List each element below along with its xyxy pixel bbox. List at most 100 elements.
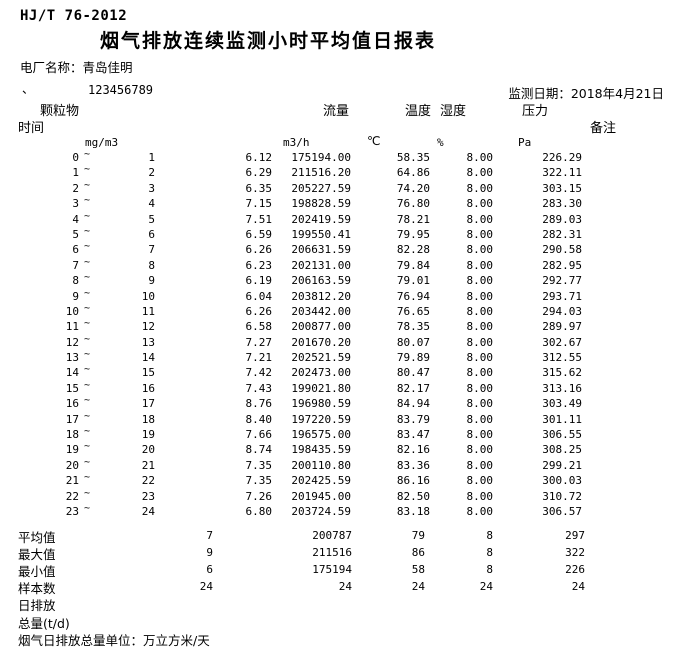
summary-temperature-value: 79	[411, 529, 425, 542]
summary-pressure-value: 24	[571, 580, 585, 593]
particulate-value: 6.35	[245, 181, 273, 195]
temperature-value: 83.79	[396, 412, 430, 426]
hour-to: 17	[141, 397, 155, 411]
range-tilde: ~	[84, 149, 91, 160]
pressure-value: 283.30	[542, 197, 582, 211]
standard-code: HJ/T 76-2012	[20, 8, 128, 24]
remark-cell	[582, 197, 678, 212]
table-row: 8 ~ 9 6.19 206163.59 79.01 8.00 292.77	[0, 272, 678, 289]
remark-cell	[582, 320, 678, 335]
temperature-value: 78.35	[396, 320, 430, 334]
hour-from: 5	[72, 227, 79, 241]
hour-from: 16	[65, 397, 79, 411]
col-header-particulate: 颗粒物	[40, 104, 80, 119]
summary-label: 最大值	[18, 547, 56, 562]
range-tilde: ~	[84, 272, 91, 284]
remark-cell	[582, 336, 678, 351]
summary-first-cell: 最大值 9	[0, 546, 213, 563]
plant-name: 电厂名称：青岛佳明	[20, 60, 133, 75]
range-tilde: ~	[84, 426, 91, 438]
hour-from: 0	[72, 151, 79, 164]
remark-cell	[582, 474, 678, 489]
particulate-value: 7.43	[245, 381, 273, 395]
report-title-text: 烟气排放连续监测小时平均值日报表	[100, 30, 437, 52]
humidity-value: 8.00	[466, 458, 494, 472]
table-row: 6 ~ 7 6.26 206631.59 82.28 8.00 290.58	[0, 241, 678, 258]
particulate-value: 7.66	[245, 428, 273, 442]
particulate-value: 7.15	[245, 197, 273, 211]
summary-row: 样本数 24 24 24 24 24	[0, 580, 678, 597]
table-row: 12 ~ 13 7.27 201670.20 80.07 8.00 302.67	[0, 334, 678, 351]
pressure-value: 301.11	[542, 412, 582, 426]
hour-from: 20	[65, 458, 79, 472]
col-header-humidity: 湿度	[440, 104, 467, 119]
summary-pressure-value: 322	[565, 546, 585, 559]
range-tilde: ~	[84, 379, 91, 391]
hour-from: 6	[72, 243, 79, 257]
hour-to: 1	[148, 151, 155, 164]
remark-cell	[582, 228, 678, 243]
remark-cell	[582, 166, 678, 181]
hour-from: 7	[72, 258, 79, 272]
unit-particulate: mg/m3	[85, 136, 119, 149]
summary-row: 最小值 6 175194 58 8 226	[0, 563, 678, 580]
particulate-value: 8.40	[245, 412, 273, 426]
summary-humidity-value: 24	[479, 580, 493, 593]
flow-value: 199021.80	[291, 381, 351, 395]
temperature-value: 86.16	[396, 474, 430, 488]
range-tilde: ~	[84, 441, 91, 453]
particulate-value: 7.35	[245, 458, 273, 472]
temperature-value: 76.80	[396, 197, 430, 211]
temperature-value: 79.84	[396, 258, 430, 272]
flow-value: 203724.59	[291, 504, 351, 518]
pressure-value: 302.67	[542, 335, 582, 349]
particulate-value: 7.51	[245, 212, 273, 226]
table-row: 10 ~ 11 6.26 203442.00 76.65 8.00 294.03	[0, 303, 678, 320]
particulate-value: 7.26	[245, 489, 273, 503]
hour-to: 13	[141, 335, 155, 349]
hour-to: 7	[148, 243, 155, 257]
pressure-value: 306.55	[542, 428, 582, 442]
pressure-value: 226.29	[542, 151, 582, 164]
remark-cell	[582, 213, 678, 228]
summary-flow-value: 24	[338, 580, 352, 593]
flow-value: 199550.41	[291, 227, 351, 241]
summary-first-cell: 平均值 7	[0, 529, 213, 546]
hour-from: 2	[72, 181, 79, 195]
pressure-value: 294.03	[542, 304, 582, 318]
particulate-value: 7.27	[245, 335, 273, 349]
pressure-value: 292.77	[542, 274, 582, 288]
temperature-value: 76.94	[396, 289, 430, 303]
col-header-time: 时间	[18, 121, 45, 136]
summary-flow-value: 200787	[312, 529, 352, 542]
pressure-value: 310.72	[542, 489, 582, 503]
range-tilde: ~	[84, 364, 91, 376]
humidity-value: 8.00	[466, 335, 494, 349]
particulate-value: 6.58	[245, 320, 273, 334]
remark-cell	[582, 259, 678, 274]
remark-cell	[582, 366, 678, 381]
pressure-value: 289.03	[542, 212, 582, 226]
humidity-value: 8.00	[466, 304, 494, 318]
flow-value: 202425.59	[291, 474, 351, 488]
hour-to: 14	[141, 351, 155, 365]
particulate-value: 6.59	[245, 227, 273, 241]
hour-to: 11	[141, 304, 155, 318]
flow-value: 203442.00	[291, 304, 351, 318]
summary-temperature-value: 24	[411, 580, 425, 593]
hour-to: 21	[141, 458, 155, 472]
particulate-value: 6.04	[245, 289, 273, 303]
humidity-value: 8.00	[466, 181, 494, 195]
humidity-value: 8.00	[466, 289, 494, 303]
flow-value: 198435.59	[291, 443, 351, 457]
temperature-value: 82.17	[396, 381, 430, 395]
footer-daily-emission: 日排放	[18, 598, 56, 613]
particulate-value: 7.35	[245, 474, 273, 488]
hour-to: 16	[141, 381, 155, 395]
flow-value: 203812.20	[291, 289, 351, 303]
hour-from: 14	[65, 366, 79, 380]
temperature-value: 82.50	[396, 489, 430, 503]
range-tilde: ~	[84, 179, 91, 191]
particulate-value: 6.80	[245, 504, 273, 518]
